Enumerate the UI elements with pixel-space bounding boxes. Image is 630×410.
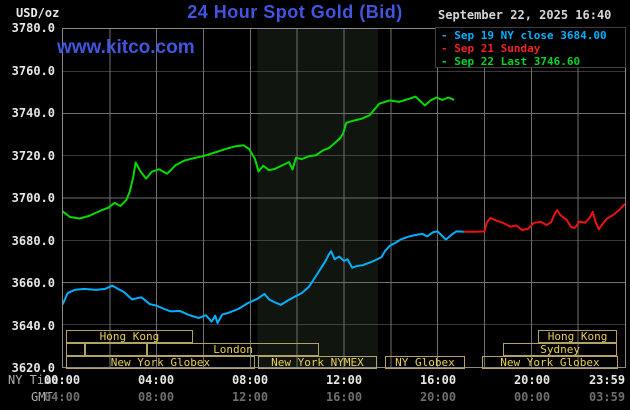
session-box-new-york-globex: New York Globex xyxy=(481,356,618,369)
series-line-sep-22-last-3746-60- xyxy=(63,95,455,220)
plot-area xyxy=(62,28,626,368)
gmt-tick: 16:00 xyxy=(325,390,363,404)
legend-item: - Sep 19 NY close 3684.00 xyxy=(441,29,607,42)
y-tick-label: 3740.0 xyxy=(11,106,55,120)
ny-time-tick: 20:00 xyxy=(513,373,551,387)
session-box-empty xyxy=(65,343,86,356)
y-tick-label: 3660.0 xyxy=(11,276,55,290)
session-box-ny-globex: NY Globex xyxy=(384,356,465,369)
session-box-london: London xyxy=(147,343,320,356)
session-box-new-york-globex: New York Globex xyxy=(65,356,255,369)
y-tick-label: 3700.0 xyxy=(11,191,55,205)
gmt-tick: 04:00 xyxy=(43,390,81,404)
gmt-axis-label: GMT xyxy=(31,390,53,404)
price-chart-svg xyxy=(63,29,625,367)
ny-time-tick: 08:00 xyxy=(231,373,269,387)
chart-datetime: September 22, 2025 16:40 xyxy=(438,8,612,22)
ny-time-tick: 04:00 xyxy=(137,373,175,387)
gmt-tick: 03:59 xyxy=(588,390,626,404)
legend-item: - Sep 22 Last 3746.60 xyxy=(441,55,581,68)
ny-time-tick: 23:59 xyxy=(588,373,626,387)
ny-time-tick: 16:00 xyxy=(419,373,457,387)
legend-item: - Sep 21 Sunday xyxy=(441,42,541,55)
unit-label: USD/oz xyxy=(16,6,60,20)
y-tick-label: 3680.0 xyxy=(11,233,55,248)
gmt-tick: 00:00 xyxy=(513,390,551,404)
ny-time-tick: 00:00 xyxy=(43,373,81,387)
y-tick-label: 3640.0 xyxy=(11,318,55,333)
chart-title: 24 Hour Spot Gold (Bid) xyxy=(187,2,403,22)
gmt-tick: 12:00 xyxy=(231,390,269,404)
ny-time-axis-label: NY Time xyxy=(8,373,59,387)
y-tick-label: 3780.0 xyxy=(11,21,55,35)
ny-time-tick: 12:00 xyxy=(325,373,363,387)
legend: - Sep 19 NY close 3684.00- Sep 21 Sunday… xyxy=(435,27,626,68)
session-box-new-york-nymex: New York NYMEX xyxy=(257,356,377,369)
kitco-watermark-link[interactable]: www.kitco.com xyxy=(57,37,195,58)
gmt-tick: 08:00 xyxy=(137,390,175,404)
y-tick-label: 3760.0 xyxy=(11,63,55,78)
gmt-tick: 20:00 xyxy=(419,390,457,404)
session-box-hong-kong: Hong Kong xyxy=(65,330,193,343)
series-line-sep-21-sunday- xyxy=(463,203,625,233)
session-box-empty xyxy=(85,343,148,356)
session-box-sydney: Sydney xyxy=(503,343,618,356)
y-tick-label: 3720.0 xyxy=(11,148,55,163)
y-tick-label: 3620.0 xyxy=(11,361,55,375)
series-line-sep-19-ny-close-3684-00- xyxy=(63,230,466,325)
session-box-hong-kong: Hong Kong xyxy=(538,330,618,343)
